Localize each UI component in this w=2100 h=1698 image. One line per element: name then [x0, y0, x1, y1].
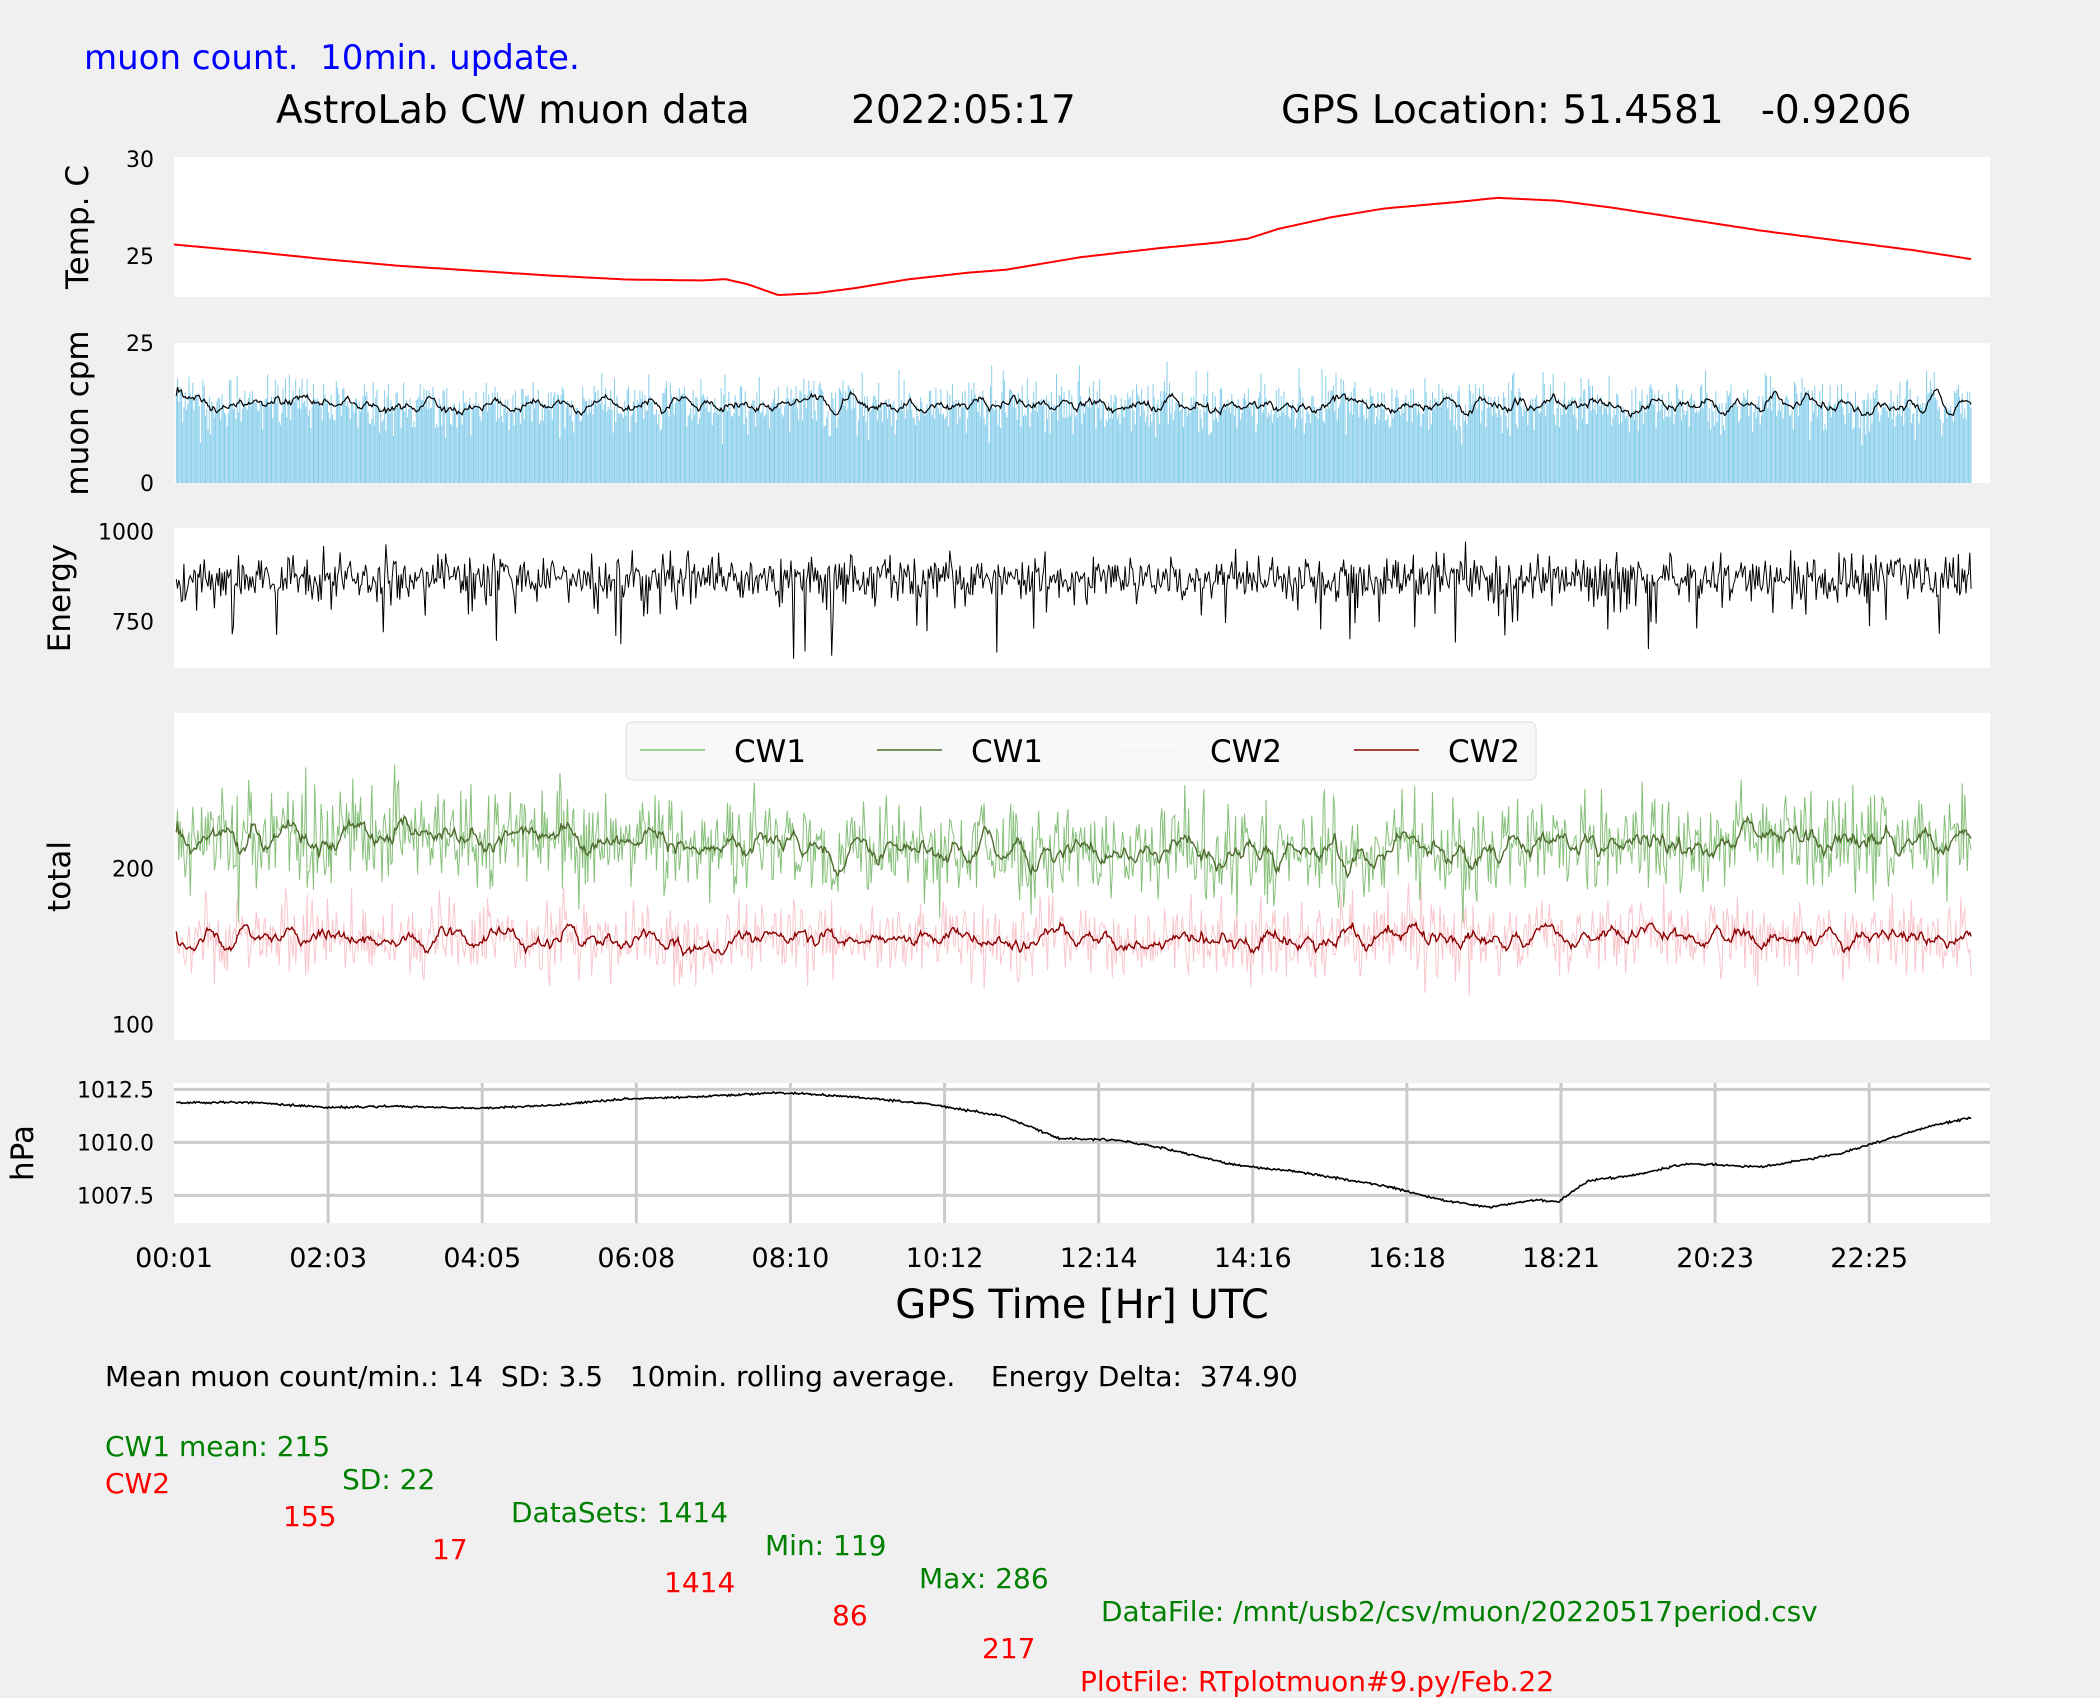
x-tick-label: 12:14: [1060, 1243, 1138, 1274]
cw1-min: Min: 119: [765, 1529, 887, 1562]
legend-label: CW2: [1448, 734, 1520, 770]
panel-3-background: [174, 528, 1990, 668]
x-tick-label: 10:12: [906, 1243, 984, 1274]
y-tick-label: 25: [126, 332, 154, 357]
footer-cw1-row: CW1 mean: 215 SD: 22 DataSets: 1414 Min:…: [105, 1397, 2005, 1628]
x-tick-label: 06:08: [597, 1243, 675, 1274]
y-axis-label: Energy: [42, 544, 78, 653]
y-tick-label: 30: [126, 148, 154, 173]
y-axis-label: Temp. C: [60, 165, 96, 290]
y-tick-label: 1012.5: [77, 1078, 154, 1103]
footer-cw2-row: CW2 155 17 1414 86 217 PlotFile: RTplotm…: [105, 1434, 2005, 1698]
x-tick-label: 04:05: [443, 1243, 521, 1274]
y-tick-label: 100: [112, 1013, 154, 1038]
legend-label: CW1: [734, 734, 806, 770]
panel-5-background: [174, 1083, 1990, 1223]
cw2-label: CW2: [105, 1467, 171, 1500]
cw2-min: 86: [832, 1599, 868, 1632]
cw1-mean: CW1 mean: 215: [105, 1430, 331, 1463]
y-tick-label: 25: [126, 245, 154, 270]
y-tick-label: 0: [140, 472, 154, 497]
pressure-grid: [174, 1083, 1990, 1223]
x-tick-label: 08:10: [752, 1243, 830, 1274]
energy-line: [175, 541, 1972, 659]
cw1-datasets: DataSets: 1414: [511, 1496, 729, 1529]
y-axis-label: hPa: [5, 1125, 41, 1181]
muon-cpm-rolling-average: [175, 386, 1972, 419]
temperature-line: [173, 196, 1972, 297]
y-axis-label: muon cpm: [60, 330, 96, 495]
x-tick-label: 14:16: [1214, 1243, 1292, 1274]
y-tick-label: 1007.5: [77, 1184, 154, 1209]
x-tick-label: 22:25: [1830, 1243, 1908, 1274]
pressure-line: [176, 1090, 1972, 1209]
x-tick-label: 16:18: [1368, 1243, 1446, 1274]
cw1-sd: SD: 22: [342, 1463, 436, 1496]
chart-title: AstroLab CW muon data: [276, 88, 750, 133]
cw2-mean: 155: [283, 1500, 337, 1533]
legend: CW1 CW1 CW2 CW2: [625, 721, 1537, 781]
muon-cpm-bars: [175, 361, 1972, 483]
cw2-datasets: 1414: [664, 1566, 736, 1599]
y-tick-label: 1010.0: [77, 1131, 154, 1156]
footer-summary: Mean muon count/min.: 14 SD: 3.5 10min. …: [105, 1360, 1298, 1393]
y-tick-label: 750: [112, 610, 154, 635]
cw2-max: 217: [982, 1632, 1036, 1665]
cw2-raw-line: [175, 882, 1972, 997]
gps-location: GPS Location: 51.4581 -0.9206: [1281, 88, 1912, 133]
cw1-datafile: DataFile: /mnt/usb2/csv/muon/20220517per…: [1101, 1595, 1818, 1628]
cw1-rolling-average-line: [175, 815, 1972, 879]
cw2-sd: 17: [432, 1533, 468, 1566]
x-tick-label: 18:21: [1522, 1243, 1600, 1274]
update-note: muon count. 10min. update.: [84, 38, 580, 78]
chart-date: 2022:05:17: [851, 88, 1076, 133]
y-tick-label: 200: [112, 858, 154, 883]
x-axis-label: GPS Time [Hr] UTC: [895, 1282, 1269, 1328]
cw2-rolling-average-line: [175, 920, 1972, 957]
panel-1-background: [174, 157, 1990, 297]
legend-label: CW2: [1210, 734, 1282, 770]
x-tick-label: 00:01: [135, 1243, 213, 1274]
cw2-plotfile: PlotFile: RTplotmuon#9.py/Feb.22: [1080, 1665, 1555, 1698]
x-tick-label: 02:03: [289, 1243, 367, 1274]
legend-label: CW1: [971, 734, 1043, 770]
cw1-max: Max: 286: [919, 1562, 1049, 1595]
legend-box: [625, 721, 1537, 781]
x-tick-label: 20:23: [1676, 1243, 1754, 1274]
y-axis-label: total: [42, 841, 78, 912]
y-tick-label: 1000: [98, 521, 154, 546]
